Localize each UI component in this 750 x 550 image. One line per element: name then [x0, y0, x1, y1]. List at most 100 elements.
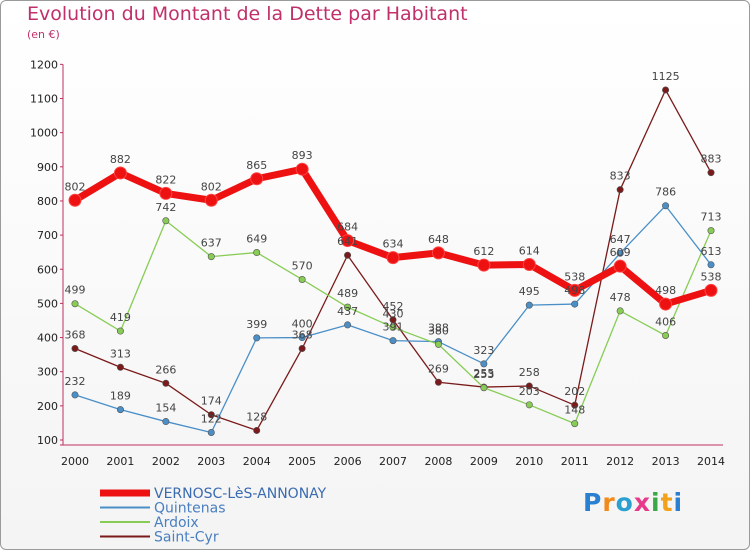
data-label: 538 [564, 270, 585, 283]
data-label: 452 [383, 300, 404, 313]
x-tick-label: 2004 [243, 455, 271, 468]
data-label: 833 [610, 170, 631, 183]
data-label: 489 [337, 287, 358, 300]
data-label: 122 [201, 412, 222, 425]
data-point [344, 251, 352, 259]
data-label: 380 [428, 324, 449, 337]
data-label: 648 [428, 233, 449, 246]
x-tick-label: 2013 [652, 455, 680, 468]
y-tick-label: 900 [37, 161, 58, 174]
data-label: 266 [155, 363, 176, 376]
legend-label: Saint-Cyr [154, 530, 219, 546]
legend-label: Ardoix [154, 515, 199, 531]
data-label: 802 [201, 180, 222, 193]
data-point [431, 246, 445, 260]
data-point [434, 378, 442, 386]
data-point [525, 401, 533, 409]
data-label: 388 [428, 322, 449, 335]
data-label: 498 [655, 284, 676, 297]
data-point [162, 379, 170, 387]
data-label: 684 [337, 221, 358, 234]
data-point [659, 297, 673, 311]
data-label: 406 [655, 316, 676, 329]
data-point [477, 258, 491, 272]
data-point [662, 86, 670, 94]
data-point [71, 344, 79, 352]
data-point [116, 406, 124, 414]
data-point [389, 323, 397, 331]
data-label: 570 [292, 259, 313, 272]
y-tick-label: 100 [37, 434, 58, 447]
data-label: 478 [610, 291, 631, 304]
data-point [616, 249, 624, 257]
data-label: 641 [337, 235, 358, 248]
data-label: 255 [473, 367, 494, 380]
data-point [341, 234, 355, 248]
x-tick-label: 2007 [379, 455, 407, 468]
data-label: 202 [564, 385, 585, 398]
data-point [162, 418, 170, 426]
data-point [162, 217, 170, 225]
data-point [204, 193, 218, 207]
x-tick-label: 2011 [561, 455, 589, 468]
data-point [707, 261, 715, 269]
data-point [525, 301, 533, 309]
data-label: 802 [65, 180, 86, 193]
legend: VERNOSC-LèS-ANNONAYQuintenasArdoixSaint-… [100, 486, 327, 546]
data-point [116, 327, 124, 335]
data-label: 893 [292, 149, 313, 162]
series-lines [68, 86, 718, 436]
data-label: 647 [610, 233, 631, 246]
data-point [662, 332, 670, 340]
data-point [344, 321, 352, 329]
data-point [525, 382, 533, 390]
y-tick-label: 1000 [30, 127, 58, 140]
data-point [207, 428, 215, 436]
data-point [707, 169, 715, 177]
data-label: 612 [473, 245, 494, 258]
x-tick-label: 2012 [606, 455, 634, 468]
data-point [662, 202, 670, 210]
data-label: 154 [155, 402, 176, 415]
data-label: 1125 [652, 70, 680, 83]
data-point [480, 384, 488, 392]
data-point [434, 340, 442, 348]
data-point [207, 411, 215, 419]
data-point [250, 172, 264, 186]
data-point [389, 316, 397, 324]
data-label: 499 [65, 284, 86, 297]
x-tick-label: 2014 [697, 455, 725, 468]
data-label: 399 [246, 318, 267, 331]
legend-label: VERNOSC-LèS-ANNONAY [154, 486, 327, 502]
y-tick-label: 600 [37, 263, 58, 276]
data-label: 637 [201, 237, 222, 250]
data-label: 437 [337, 305, 358, 318]
y-tick-label: 700 [37, 229, 58, 242]
y-tick-label: 300 [37, 366, 58, 379]
data-label: 430 [383, 307, 404, 320]
y-tick-label: 800 [37, 195, 58, 208]
data-label: 258 [519, 366, 540, 379]
data-point [522, 257, 536, 271]
proxiti-logo: Proxiti [583, 488, 684, 517]
data-label: 368 [65, 328, 86, 341]
data-label: 148 [564, 404, 585, 417]
data-point [298, 344, 306, 352]
data-label: 391 [383, 321, 404, 334]
data-label: 313 [110, 347, 131, 360]
data-label: 883 [701, 153, 722, 166]
data-label: 419 [110, 311, 131, 324]
data-label: 400 [292, 318, 313, 331]
data-label: 713 [701, 211, 722, 224]
data-point [616, 186, 624, 194]
data-label: 203 [519, 385, 540, 398]
data-label: 786 [655, 186, 676, 199]
data-point [613, 259, 627, 273]
x-tick-label: 2003 [197, 455, 225, 468]
data-point [113, 166, 127, 180]
x-tick-label: 2006 [334, 455, 362, 468]
data-label: 495 [519, 285, 540, 298]
data-point [253, 334, 261, 342]
data-label: 128 [246, 410, 267, 423]
